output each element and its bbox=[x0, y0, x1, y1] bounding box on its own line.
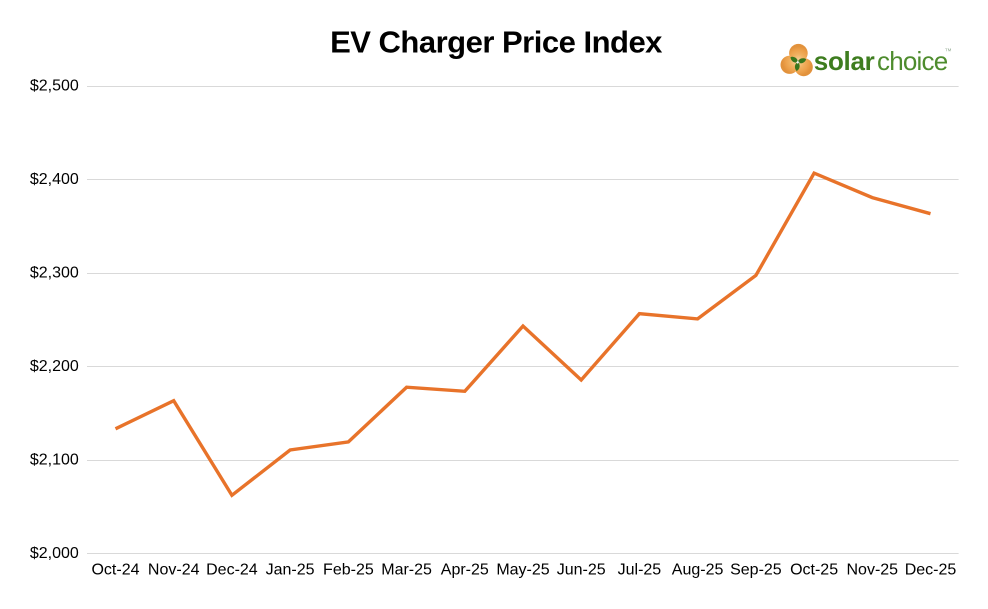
svg-text:Nov-24: Nov-24 bbox=[148, 562, 200, 579]
svg-text:$2,100: $2,100 bbox=[30, 452, 79, 469]
svg-text:$2,300: $2,300 bbox=[30, 265, 79, 282]
svg-text:Jul-25: Jul-25 bbox=[618, 562, 662, 579]
svg-text:$2,200: $2,200 bbox=[30, 358, 79, 375]
svg-text:Oct-24: Oct-24 bbox=[91, 562, 139, 579]
svg-text:Apr-25: Apr-25 bbox=[441, 562, 489, 579]
svg-text:Sep-25: Sep-25 bbox=[730, 562, 782, 579]
svg-text:May-25: May-25 bbox=[496, 562, 549, 579]
svg-text:$2,500: $2,500 bbox=[30, 78, 79, 95]
svg-text:EV Charger Price Index: EV Charger Price Index bbox=[330, 25, 663, 60]
svg-text:choice: choice bbox=[877, 46, 948, 76]
svg-text:Jun-25: Jun-25 bbox=[557, 562, 606, 579]
svg-text:Dec-25: Dec-25 bbox=[905, 562, 957, 579]
svg-text:™: ™ bbox=[945, 47, 953, 56]
svg-text:Nov-25: Nov-25 bbox=[847, 562, 899, 579]
svg-text:Dec-24: Dec-24 bbox=[206, 562, 258, 579]
svg-text:$2,400: $2,400 bbox=[30, 171, 79, 188]
svg-text:Jan-25: Jan-25 bbox=[266, 562, 315, 579]
svg-text:Aug-25: Aug-25 bbox=[672, 562, 724, 579]
svg-text:$2,000: $2,000 bbox=[30, 545, 79, 562]
svg-text:solar: solar bbox=[814, 46, 875, 76]
svg-text:Oct-25: Oct-25 bbox=[790, 562, 838, 579]
svg-text:Feb-25: Feb-25 bbox=[323, 562, 374, 579]
svg-text:Mar-25: Mar-25 bbox=[381, 562, 432, 579]
